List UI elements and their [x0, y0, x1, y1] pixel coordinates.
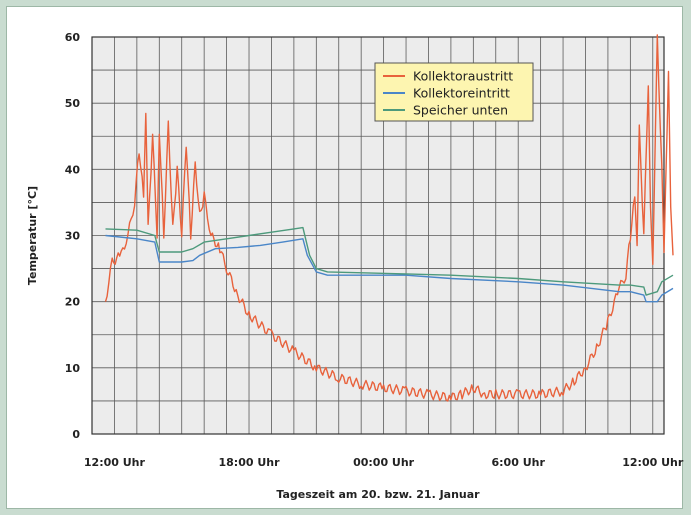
series-line-1	[104, 34, 674, 402]
y-tick-label: 20	[65, 296, 81, 309]
x-tick-label: 6:00 Uhr	[492, 456, 546, 469]
legend-label: Kollektoreintritt	[413, 86, 510, 101]
y-tick-label: 50	[65, 97, 81, 110]
y-tick-label: 60	[65, 31, 81, 44]
x-axis-title: Tageszeit am 20. bzw. 21. Januar	[276, 488, 480, 501]
y-tick-label: 0	[72, 428, 80, 441]
y-tick-label: 40	[65, 163, 81, 176]
legend-label: Kollektoraustritt	[413, 69, 513, 84]
series-line-2	[105, 234, 674, 303]
series-layer	[104, 34, 674, 402]
x-tick-label: 18:00 Uhr	[218, 456, 280, 469]
x-tick-label: 12:00 Uhr	[84, 456, 146, 469]
tick-layer: 0 10 20 30 40 50 60 12:00 Uhr 18:00 Uhr 00:00 Uhr…	[65, 31, 684, 469]
series-line-3	[105, 226, 674, 296]
y-tick-label: 30	[65, 230, 81, 243]
y-axis-title: Temperatur [°C]	[26, 186, 39, 285]
x-tick-label: 12:00 Uhr	[622, 456, 684, 469]
legend-label: Speicher unten	[413, 103, 508, 118]
x-tick-label: 00:00 Uhr	[353, 456, 415, 469]
y-tick-label: 10	[65, 362, 81, 375]
legend: Kollektoraustritt Kollektoreintritt Speich…	[374, 62, 534, 122]
